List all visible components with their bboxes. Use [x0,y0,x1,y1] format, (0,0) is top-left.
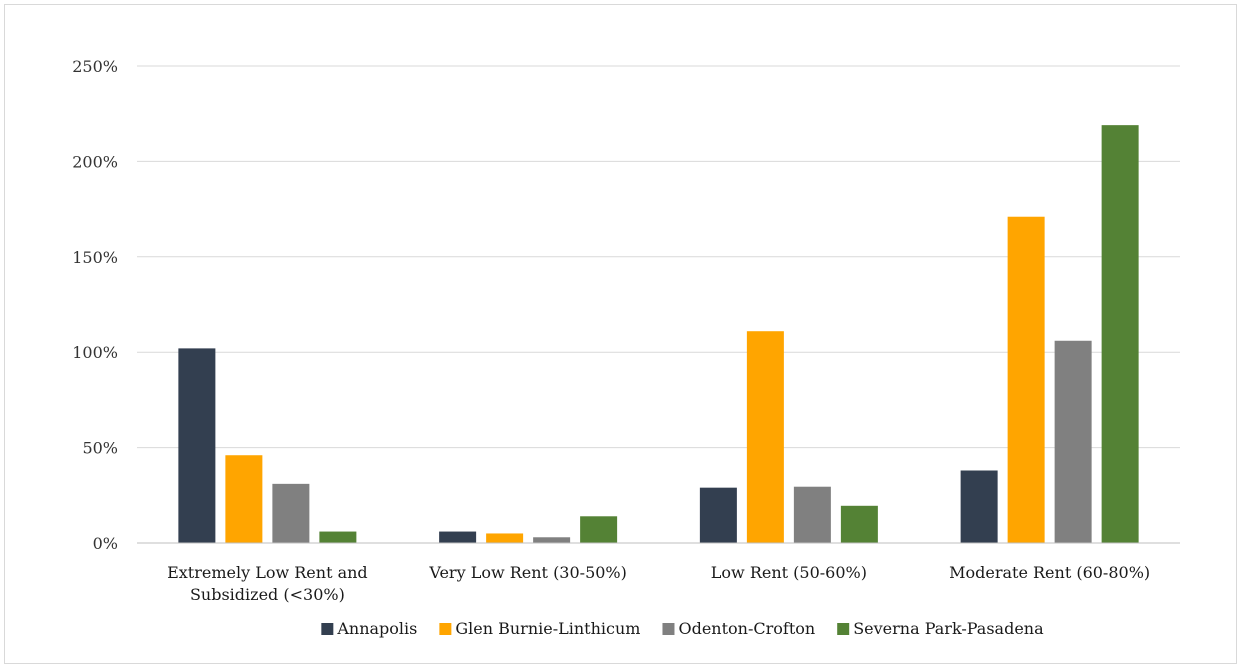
legend-label: Annapolis [336,619,417,638]
x-tick-label: Subsidized (<30%) [190,585,345,604]
bar [225,455,263,543]
bar [533,537,571,543]
legend: Annapolis Glen Burnie-Linthicum Odenton-Cr… [321,619,1044,638]
y-tick-label: 100% [72,343,118,362]
y-tick-label: 50% [82,439,118,458]
x-axis-labels: Extremely Low Rent and Subsidized (<30%) V… [167,563,1150,604]
legend-swatch [837,623,850,635]
gridlines [137,65,1180,449]
bar [1007,216,1045,543]
bar [272,483,310,543]
legend-label: Glen Burnie-Linthicum [455,619,640,638]
chart-frame [4,4,1237,664]
legend-label: Odenton-Crofton [678,619,815,638]
x-tick-label: Very Low Rent (30-50%) [428,563,627,582]
y-tick-label: 0% [93,534,118,553]
bar [1054,340,1092,543]
bar [793,486,831,543]
y-tick-label: 150% [72,248,118,267]
bar [439,531,477,543]
y-tick-label: 250% [72,57,118,76]
bars [178,125,1139,543]
bar [840,505,878,543]
bar [746,331,784,543]
y-axis-ticks: 0% 50% 100% 150% 200% 250% [72,57,118,553]
x-tick-label: Moderate Rent (60-80%) [949,563,1150,582]
legend-swatch [439,623,452,635]
bar [580,516,618,543]
bar [178,348,216,543]
x-tick-label: Extremely Low Rent and [167,563,368,582]
x-tick-label: Low Rent (50-60%) [711,563,867,582]
bar [1101,125,1139,543]
bar [319,531,357,543]
bar [699,487,737,543]
legend-swatch [662,623,675,635]
bar [486,533,524,543]
y-tick-label: 200% [72,152,118,171]
bar [960,470,998,543]
legend-swatch [321,623,334,635]
legend-label: Severna Park-Pasadena [853,619,1044,638]
